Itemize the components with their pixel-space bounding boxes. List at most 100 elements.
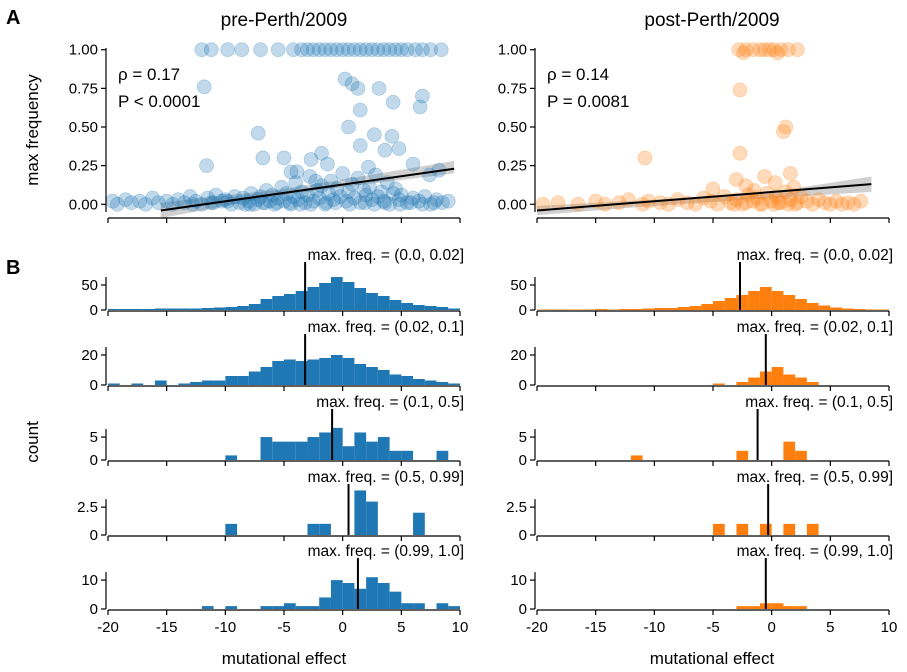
hist-pre-0-title: max. freq. = (0.0, 0.02] bbox=[308, 247, 464, 264]
hist-pre-0-bar bbox=[248, 304, 261, 310]
scatter-post-point bbox=[738, 178, 754, 194]
scatter-pre-point bbox=[394, 187, 409, 203]
scatter-post-point bbox=[823, 196, 838, 212]
scatter-pre-point bbox=[255, 150, 271, 166]
hist-pre-0-bar bbox=[307, 287, 320, 310]
scatter-post-point bbox=[769, 189, 784, 204]
hist-pre-0-bar bbox=[119, 309, 132, 310]
scatter-post-point bbox=[731, 42, 747, 58]
hist-pre-1-bar bbox=[307, 359, 320, 385]
hist-post-0-bar bbox=[865, 309, 878, 310]
scatter-pre-point bbox=[384, 128, 400, 144]
scatter-pre-y-tick-label: 0.50 bbox=[69, 119, 98, 136]
scatter-post-point bbox=[757, 169, 772, 184]
hist-post-0-bar bbox=[583, 309, 596, 310]
hist-pre-1-bar bbox=[389, 374, 402, 385]
scatter-post-point bbox=[752, 42, 768, 58]
hist-pre-4-bar bbox=[225, 606, 238, 609]
scatter-pre-point bbox=[370, 42, 386, 58]
scatter-pre-point bbox=[358, 42, 374, 58]
scatter-pre-point bbox=[145, 190, 160, 206]
hist-post-2-bar bbox=[630, 455, 643, 460]
scatter-pre-point bbox=[306, 193, 321, 209]
hist-pre-1-bar bbox=[448, 383, 460, 385]
hist-pre-0-bar bbox=[377, 296, 390, 310]
hist-post-0-bar bbox=[759, 287, 772, 310]
scatter-pre-point bbox=[433, 42, 449, 58]
hist-post-3-bar bbox=[713, 523, 725, 535]
scatter-pre-point bbox=[171, 192, 186, 207]
scatter-post-point bbox=[710, 196, 725, 212]
scatter-pre-point bbox=[237, 196, 253, 212]
scatter-pre-point bbox=[300, 187, 315, 203]
hist-post-0-bar bbox=[853, 309, 866, 310]
scatter-pre-point bbox=[338, 193, 354, 209]
scatter-post-fit-line bbox=[536, 183, 872, 212]
scatter-post-point bbox=[766, 42, 782, 58]
scatter-pre-point bbox=[182, 189, 198, 204]
scatter-pre-point bbox=[376, 42, 392, 58]
hist-pre-4-x-tick-label: 5 bbox=[397, 619, 405, 636]
scatter-pre-point bbox=[423, 196, 438, 212]
hist-post-3-title: max. freq. = (0.5, 0.99] bbox=[737, 469, 893, 486]
scatter-pre-point bbox=[440, 193, 456, 209]
hist-pre-4-bar bbox=[354, 588, 367, 609]
hist-pre-4-title: max. freq. = (0.99, 1.0] bbox=[308, 543, 464, 560]
hist-pre-0-bar bbox=[225, 307, 238, 310]
hist-post-1-bar bbox=[736, 382, 749, 385]
scatter-post-point bbox=[746, 183, 762, 198]
hist-post-4-bar bbox=[795, 606, 807, 609]
scatter-post-point bbox=[853, 193, 869, 209]
hist-pre-2-bar bbox=[366, 441, 378, 460]
hist-post-4-bar bbox=[783, 606, 796, 609]
scatter-pre-point bbox=[329, 42, 345, 58]
hist-post-0-bar bbox=[771, 291, 784, 310]
scatter-pre-point bbox=[203, 42, 219, 58]
x-axis-label-post: mutational effect bbox=[650, 649, 775, 668]
hist-post-4-x-tick-label: -5 bbox=[706, 619, 719, 636]
scatter-pre-point bbox=[323, 42, 339, 58]
scatter-post-point bbox=[757, 42, 772, 58]
scatter-pre-point bbox=[352, 102, 368, 118]
scatter-pre-point bbox=[333, 189, 348, 204]
hist-pre-4-x-tick-label: -10 bbox=[214, 619, 236, 636]
scatter-post-point bbox=[745, 42, 761, 58]
hist-post-0-bar bbox=[842, 308, 854, 310]
hist-pre-2-bar bbox=[284, 441, 296, 460]
scatter-pre-point bbox=[323, 173, 339, 189]
hist-pre-0-bar bbox=[154, 308, 167, 310]
scatter-post-point bbox=[705, 181, 721, 197]
hist-post-1-bar bbox=[795, 377, 807, 385]
hist-pre-4-bar bbox=[307, 606, 320, 609]
scatter-pre-point bbox=[374, 184, 389, 200]
hist-pre-2-bar bbox=[436, 450, 449, 460]
hist-pre-4-bar bbox=[389, 591, 402, 609]
scatter-pre-point bbox=[199, 158, 214, 173]
scatter-pre-point bbox=[294, 42, 309, 58]
scatter-post-y-tick-label: 0.75 bbox=[498, 80, 527, 97]
hist-pre-4-bar bbox=[377, 583, 390, 609]
hist-pre-0-bar bbox=[213, 307, 226, 310]
hist-pre-4-x-tick-label: -15 bbox=[156, 619, 178, 636]
scatter-post-point bbox=[828, 193, 844, 209]
scatter-pre-rho-annotation: ρ = 0.17 bbox=[118, 65, 180, 84]
hist-pre-4-bar bbox=[342, 583, 355, 609]
hist-pre-1-bar bbox=[284, 359, 296, 385]
x-axis-label-pre: mutational effect bbox=[222, 649, 347, 668]
scatter-post-point bbox=[652, 195, 668, 211]
hist-pre-1-bar bbox=[413, 379, 425, 385]
hist-pre-1-bar bbox=[131, 383, 144, 385]
scatter-y-label: max frequency bbox=[23, 74, 42, 186]
hist-post-0-bar bbox=[701, 304, 713, 310]
hist-pre-2-bar bbox=[307, 437, 320, 460]
hist-post-0-bar bbox=[748, 291, 760, 310]
scatter-pre-point bbox=[370, 189, 386, 204]
scatter-pre-point bbox=[194, 42, 210, 58]
scatter-pre-point bbox=[423, 42, 438, 58]
scatter-pre-point bbox=[317, 42, 333, 58]
hist-post-0-bar bbox=[877, 309, 889, 310]
hist-pre-4-bar bbox=[260, 606, 273, 609]
hist-post-4-x-tick-label: -15 bbox=[585, 619, 607, 636]
scatter-pre-point bbox=[220, 42, 235, 58]
scatter-pre-point bbox=[405, 156, 421, 172]
